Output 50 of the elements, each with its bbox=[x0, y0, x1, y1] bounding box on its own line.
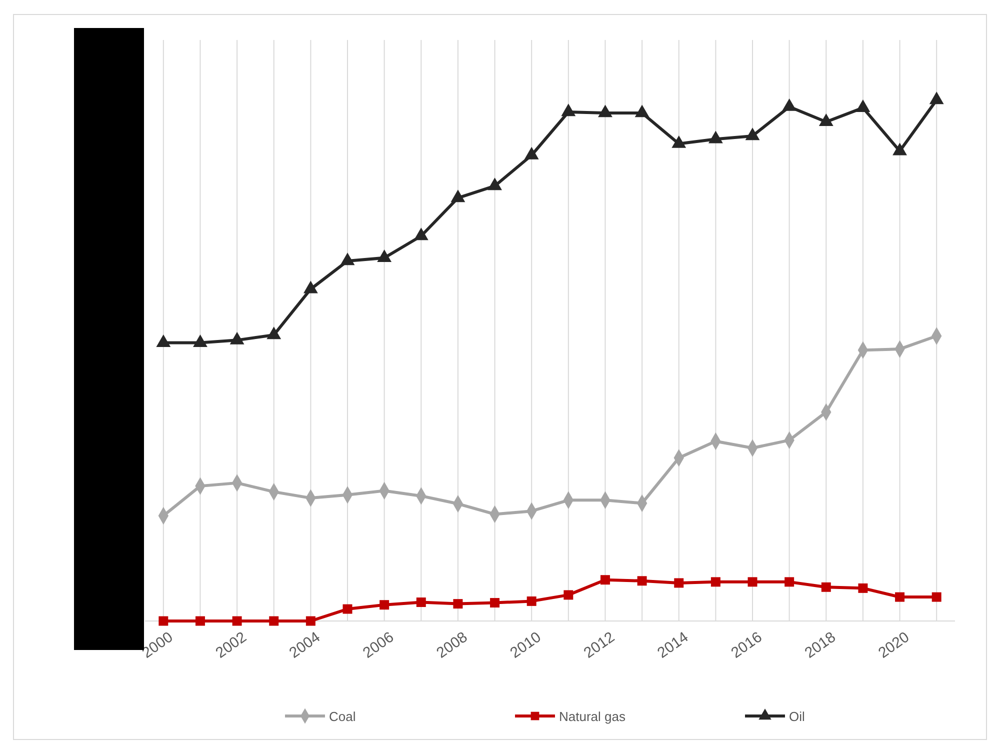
point bbox=[708, 130, 723, 144]
point bbox=[932, 592, 942, 602]
point bbox=[306, 616, 316, 626]
point bbox=[453, 599, 463, 609]
point bbox=[158, 616, 168, 626]
legend-label: Natural gas bbox=[559, 709, 626, 724]
legend-label: Oil bbox=[789, 709, 805, 724]
point bbox=[232, 616, 242, 626]
point bbox=[784, 577, 794, 587]
point bbox=[303, 280, 318, 294]
x-tick-label: 2020 bbox=[875, 628, 912, 662]
point bbox=[782, 98, 797, 111]
point bbox=[634, 104, 650, 118]
point bbox=[856, 99, 870, 112]
point bbox=[342, 604, 352, 614]
point bbox=[524, 146, 539, 160]
x-tick-label: 2000 bbox=[139, 628, 176, 662]
point bbox=[598, 104, 612, 118]
point bbox=[929, 92, 944, 104]
legend-label: Coal bbox=[329, 709, 356, 724]
point bbox=[821, 582, 831, 592]
point bbox=[193, 334, 208, 347]
point bbox=[564, 590, 574, 600]
point bbox=[266, 326, 282, 340]
point bbox=[416, 598, 426, 607]
point bbox=[414, 228, 428, 240]
point bbox=[858, 583, 868, 593]
point bbox=[818, 114, 834, 126]
x-tick-label: 2010 bbox=[507, 628, 544, 662]
point bbox=[269, 616, 279, 626]
point bbox=[561, 104, 576, 116]
point bbox=[895, 592, 905, 602]
point bbox=[892, 142, 907, 156]
point bbox=[490, 598, 500, 608]
point bbox=[600, 575, 610, 585]
point bbox=[672, 135, 686, 148]
point bbox=[748, 577, 758, 587]
point bbox=[674, 578, 684, 588]
point bbox=[156, 334, 171, 347]
point bbox=[526, 596, 536, 606]
point bbox=[745, 128, 760, 140]
point bbox=[488, 178, 502, 190]
point bbox=[340, 252, 355, 266]
point bbox=[377, 250, 392, 262]
point bbox=[230, 332, 244, 344]
point bbox=[710, 577, 720, 587]
point bbox=[450, 190, 466, 202]
point bbox=[637, 576, 647, 586]
point bbox=[380, 600, 390, 610]
point bbox=[195, 616, 205, 626]
